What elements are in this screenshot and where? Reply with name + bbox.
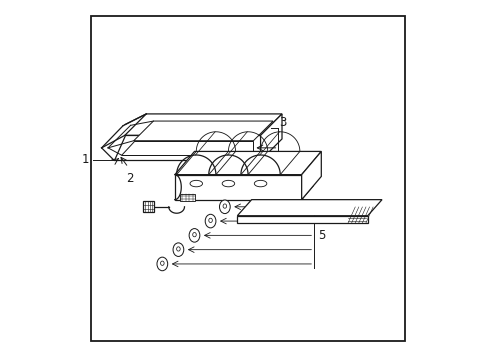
Polygon shape bbox=[260, 114, 282, 160]
Ellipse shape bbox=[173, 243, 183, 256]
Polygon shape bbox=[175, 152, 321, 175]
Polygon shape bbox=[237, 200, 381, 216]
Polygon shape bbox=[175, 175, 301, 200]
Ellipse shape bbox=[189, 229, 200, 242]
Polygon shape bbox=[134, 121, 272, 141]
Bar bbox=[143, 202, 154, 212]
Bar bbox=[180, 194, 195, 202]
Polygon shape bbox=[114, 135, 260, 160]
Ellipse shape bbox=[157, 257, 167, 271]
Ellipse shape bbox=[223, 204, 226, 208]
Polygon shape bbox=[175, 186, 313, 200]
Ellipse shape bbox=[222, 180, 234, 187]
Ellipse shape bbox=[192, 233, 196, 237]
Ellipse shape bbox=[219, 200, 230, 213]
Polygon shape bbox=[237, 216, 367, 223]
Ellipse shape bbox=[190, 180, 202, 187]
Text: 5: 5 bbox=[317, 229, 325, 242]
Text: 4: 4 bbox=[279, 183, 286, 195]
Bar bbox=[91, 16, 405, 341]
Text: 3: 3 bbox=[279, 116, 286, 129]
Text: 1: 1 bbox=[81, 153, 89, 166]
Ellipse shape bbox=[176, 247, 180, 251]
Ellipse shape bbox=[208, 218, 212, 222]
Ellipse shape bbox=[160, 261, 164, 265]
Polygon shape bbox=[121, 141, 253, 155]
Ellipse shape bbox=[205, 214, 216, 228]
Polygon shape bbox=[301, 152, 321, 200]
Ellipse shape bbox=[254, 180, 266, 187]
Text: 2: 2 bbox=[126, 172, 134, 185]
Polygon shape bbox=[124, 114, 282, 135]
